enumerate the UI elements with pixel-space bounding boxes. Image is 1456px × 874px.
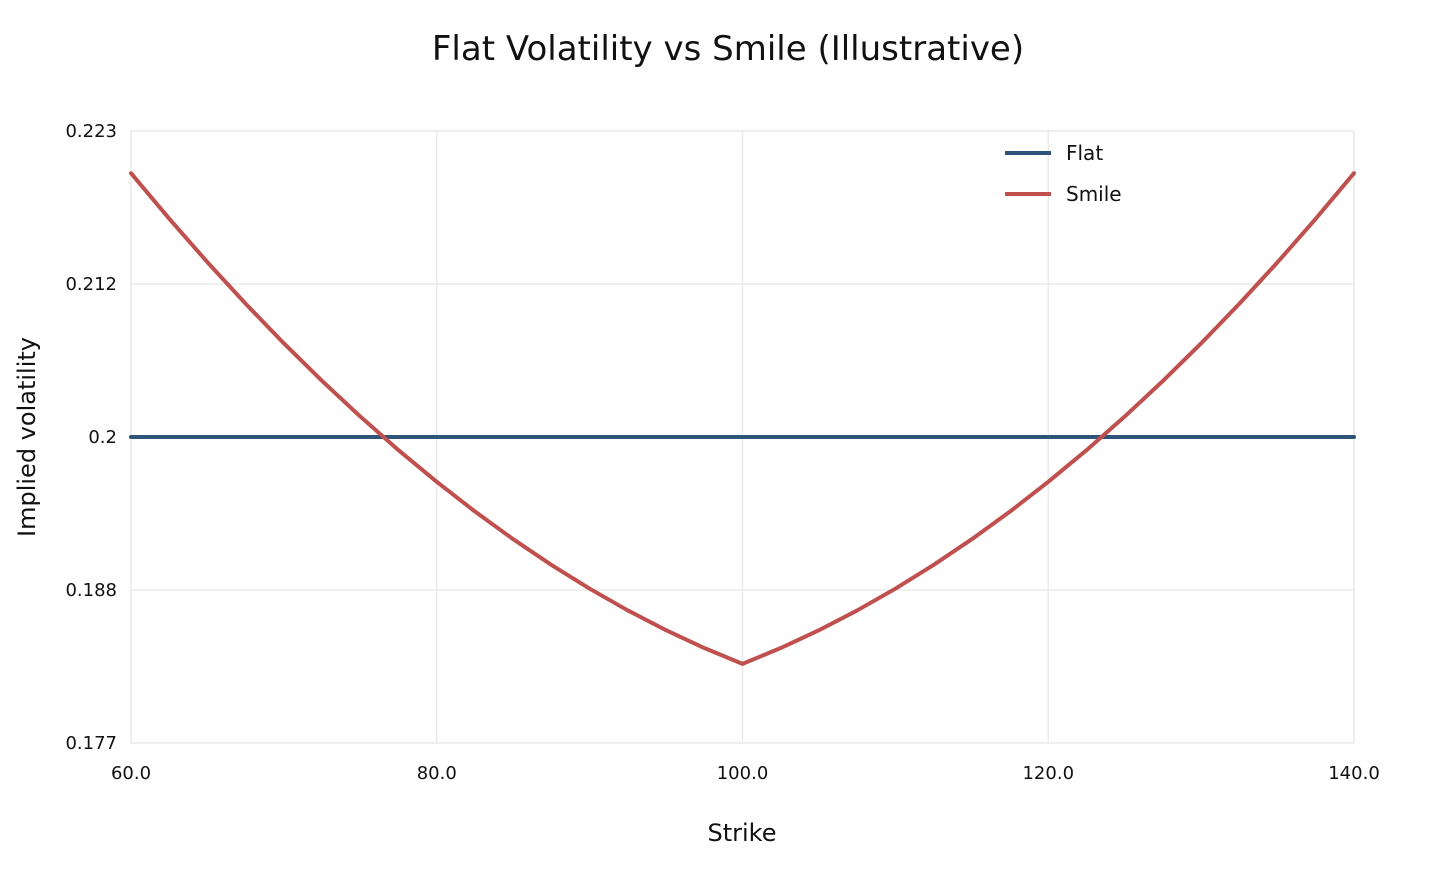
y-axis-label: Implied volatility [13,337,41,537]
grid-lines [130,130,1355,744]
legend-label-smile: Smile [1066,182,1122,206]
x-tick-label: 60.0 [111,763,151,784]
series-line-smile [129,171,1356,666]
y-tick-label: 0.177 [65,733,117,754]
y-tick-labels: 0.177 0.188 0.2 0.212 0.223 [65,121,117,754]
x-axis-label: Strike [708,819,777,847]
legend-label-flat: Flat [1066,141,1103,165]
x-tick-label: 80.0 [417,763,457,784]
x-tick-label: 140.0 [1328,763,1380,784]
legend: Flat Smile [1005,141,1122,206]
y-tick-label: 0.223 [65,121,117,142]
y-tick-label: 0.188 [65,580,117,601]
x-tick-label: 100.0 [717,763,769,784]
x-tick-label: 120.0 [1022,763,1074,784]
x-tick-labels: 60.0 80.0 100.0 120.0 140.0 [111,763,1380,784]
y-tick-label: 0.212 [65,274,117,295]
chart-title: Flat Volatility vs Smile (Illustrative) [432,29,1024,69]
y-tick-label: 0.2 [88,427,117,448]
series-lines [129,171,1356,666]
